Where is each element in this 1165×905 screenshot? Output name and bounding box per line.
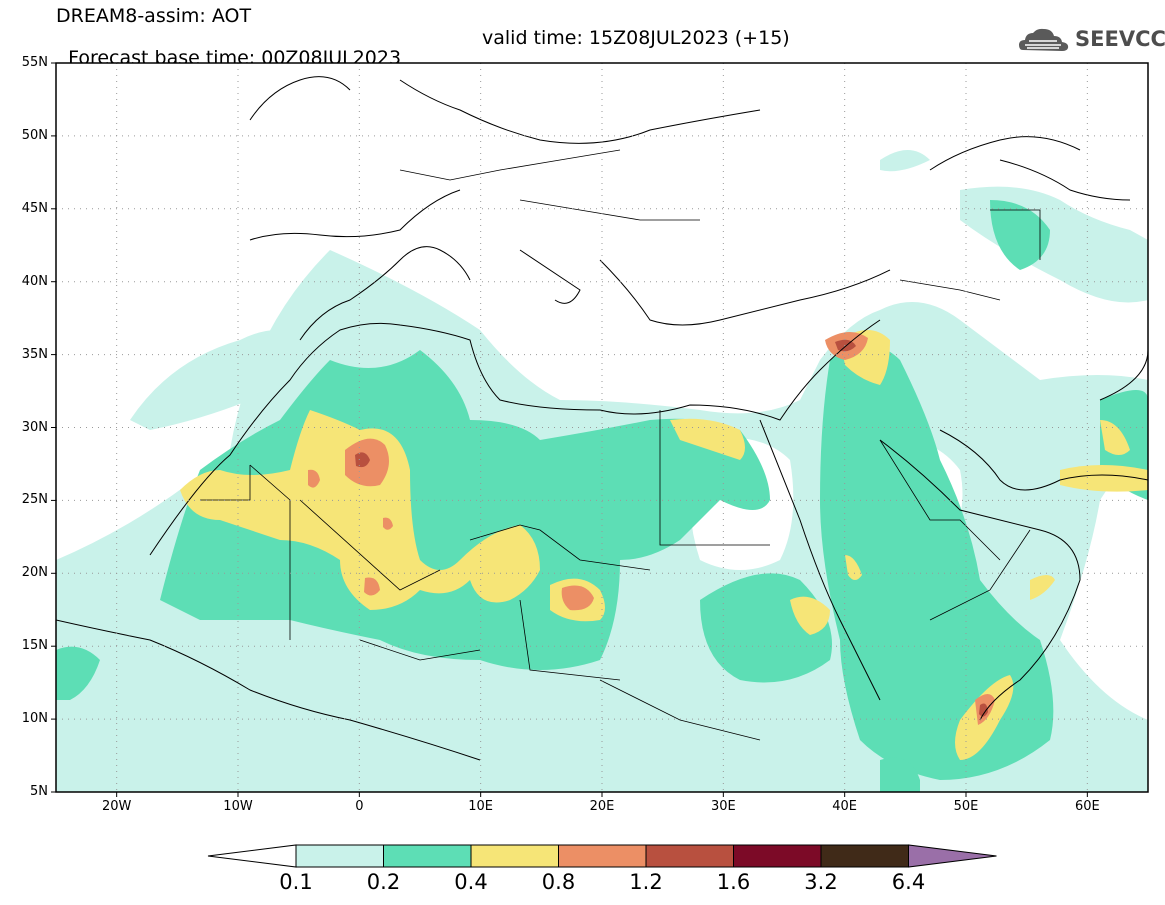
colorbar-label: 0.2	[366, 870, 401, 894]
colorbar-label: 3.2	[804, 870, 838, 894]
lon-label: 20E	[589, 799, 615, 814]
colorbar-label: 0.1	[279, 870, 313, 894]
lon-label: 50E	[953, 799, 979, 814]
lat-label: 40N	[21, 273, 48, 289]
lat-label: 45N	[21, 200, 48, 216]
aot-band-1.2	[355, 339, 988, 717]
colorbar-box	[820, 844, 909, 868]
colorbar-label: 0.8	[541, 870, 576, 894]
logo-text: SEEVCCC	[1075, 27, 1165, 51]
coastlines	[56, 76, 1148, 761]
lat-label: 20N	[21, 565, 48, 581]
lat-label: 35N	[21, 346, 48, 362]
lat-lon-grid	[56, 63, 1148, 792]
map-title: DREAM8-assim: AOT	[56, 5, 252, 27]
colorbar-label: 0.4	[454, 870, 488, 894]
lon-label: 30E	[710, 799, 736, 814]
lon-label: 10E	[468, 799, 494, 814]
lon-label: 0	[355, 799, 364, 814]
lon-label: 60E	[1074, 799, 1100, 814]
lat-label: 15N	[21, 638, 48, 654]
country-borders	[200, 149, 1041, 741]
colorbar-label: 1.2	[629, 870, 663, 894]
colorbar-box	[558, 844, 647, 868]
colorbar-under-arrow	[207, 844, 297, 868]
lat-label: 10N	[21, 711, 48, 727]
colorbar-label: 1.6	[716, 870, 751, 894]
lat-label: 30N	[21, 419, 48, 435]
lon-label: 20W	[101, 799, 132, 814]
colorbar-label: 6.4	[891, 870, 926, 894]
colorbar-over-arrow	[908, 844, 997, 868]
colorbar-box	[645, 844, 734, 868]
lat-label: 55N	[21, 55, 48, 70]
lon-label: 40E	[832, 799, 858, 814]
cloud-logo-icon	[1019, 28, 1069, 51]
colorbar-box	[383, 844, 472, 868]
colorbar-box	[295, 844, 384, 868]
lat-label: 50N	[21, 127, 48, 143]
lat-label: 5N	[30, 784, 48, 799]
colorbar-box	[470, 844, 559, 868]
valid-time: valid time: 15Z08JUL2023 (+15)	[482, 27, 790, 49]
lat-label: 25N	[21, 492, 48, 508]
colorbar-box	[733, 844, 822, 868]
lon-label: 10W	[223, 799, 253, 814]
